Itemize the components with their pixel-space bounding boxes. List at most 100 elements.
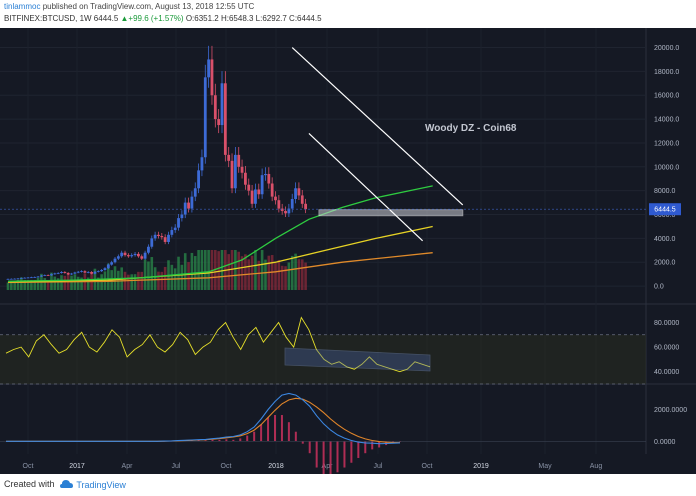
volume-bar	[207, 250, 210, 290]
volume-bar	[30, 279, 33, 290]
candle-body	[6, 278, 10, 280]
candle-body	[233, 154, 237, 189]
volume-bar	[153, 267, 157, 290]
volume-bar	[23, 279, 27, 290]
volume-bar	[264, 259, 267, 290]
volume-bar	[96, 277, 100, 290]
y-tick-label: 6000.0	[654, 212, 676, 219]
x-tick-label: Apr	[122, 463, 134, 470]
annotation-text: Woody DZ - Coin68	[425, 123, 517, 134]
candle-body	[53, 273, 57, 275]
volume-bar	[250, 255, 254, 290]
username-link[interactable]: tinlammoc	[4, 2, 41, 11]
rsi-tick-label: 40.0000	[654, 369, 679, 376]
volume-bar	[177, 256, 180, 290]
volume-bar	[6, 282, 10, 290]
chart-area[interactable]: 20000.0 18000.0 16000.0 14000.0 12000.0 10000…	[0, 28, 696, 474]
volume-bar	[257, 260, 261, 290]
volume-bar	[290, 255, 294, 290]
candle-body	[267, 173, 271, 184]
candle-body	[33, 277, 37, 278]
volume-bar	[217, 251, 220, 290]
macd-histogram-bar	[322, 441, 325, 474]
macd-line	[6, 392, 401, 445]
candle-body	[240, 166, 244, 173]
candle-body	[130, 255, 134, 257]
candle-body	[70, 273, 73, 275]
macd-histogram-bar	[364, 441, 367, 454]
x-tick-label: Jul	[374, 463, 383, 470]
candle-body	[223, 83, 227, 155]
macd-tick-label: 2000.0000	[654, 407, 687, 414]
candle-body	[274, 196, 277, 201]
volume-bar	[150, 257, 154, 290]
candle-body	[244, 172, 247, 185]
volume-bar	[234, 250, 237, 290]
candle-body	[106, 264, 110, 269]
chart-background	[0, 28, 696, 474]
y-tick-label: 4000.0	[654, 236, 676, 243]
candle-body	[254, 189, 257, 204]
candle-body	[110, 262, 114, 265]
symbol-label: BITFINEX:BTCUSD, 1W	[4, 14, 92, 23]
volume-bar	[280, 265, 284, 290]
tradingview-logo[interactable]: TradingView	[60, 478, 126, 490]
y-tick-label: 16000.0	[654, 93, 679, 100]
candle-body	[143, 252, 147, 259]
candle-body	[257, 189, 261, 195]
candle-body	[207, 59, 211, 78]
candle-body	[197, 170, 200, 189]
macd-histogram-bar	[239, 438, 242, 442]
volume-bar	[20, 277, 23, 290]
macd-histogram-bar	[218, 439, 221, 442]
volume-bar	[46, 280, 50, 290]
candle-body	[123, 252, 127, 256]
rsi-band	[0, 334, 646, 384]
candle-body	[280, 208, 284, 211]
ma-orange-line	[7, 252, 433, 284]
candle-body	[290, 199, 294, 209]
candle-body	[40, 275, 43, 277]
macd-histogram-bar	[225, 439, 228, 442]
volume-bar	[297, 259, 301, 290]
created-with-text: Created with	[4, 479, 55, 489]
close-label: C:6444.5	[289, 14, 322, 23]
macd-histogram-bar	[336, 441, 339, 473]
volume-bar	[43, 278, 47, 290]
price-label: 6444.5	[93, 14, 119, 23]
volume-bar	[107, 263, 110, 290]
candle-body	[76, 271, 80, 273]
volume-bar	[16, 279, 20, 290]
candle-body	[183, 202, 187, 215]
candle-body	[46, 275, 50, 276]
candle-body	[80, 271, 83, 272]
y-tick-label: 10000.0	[654, 164, 679, 171]
candle-body	[113, 258, 117, 263]
volume-bar	[143, 259, 147, 290]
macd-histogram-bar	[343, 441, 346, 468]
volume-bar	[277, 259, 281, 290]
volume-bar	[287, 262, 291, 290]
volume-bar	[300, 259, 304, 290]
volume-bar	[76, 276, 80, 290]
candle-body	[264, 173, 267, 176]
candle-body	[277, 200, 281, 209]
y-tick-label: 2000.0	[654, 260, 676, 267]
volume-bar	[170, 264, 174, 290]
macd-histogram-bar	[267, 417, 270, 442]
candle-body	[16, 278, 20, 280]
candle-body	[217, 119, 221, 126]
candle-body	[83, 271, 87, 273]
volume-bar	[137, 271, 140, 290]
candle-body	[56, 272, 60, 274]
x-tick-label: Aug	[590, 463, 603, 470]
chart-svg[interactable]: 20000.0 18000.0 16000.0 14000.0 12000.0 10000…	[0, 28, 696, 474]
change-label: ▲+99.6 (+1.57%)	[120, 14, 184, 23]
last-price-label: 6444.5	[654, 207, 676, 214]
volume-bar	[244, 254, 247, 290]
macd-histogram-bar	[197, 440, 200, 442]
publish-info: tinlammoc published on TradingView.com, …	[4, 2, 254, 11]
macd-histogram-bar	[274, 415, 276, 442]
candle-body	[173, 227, 177, 231]
publish-text: published on TradingView.com, August 13,…	[42, 2, 255, 11]
